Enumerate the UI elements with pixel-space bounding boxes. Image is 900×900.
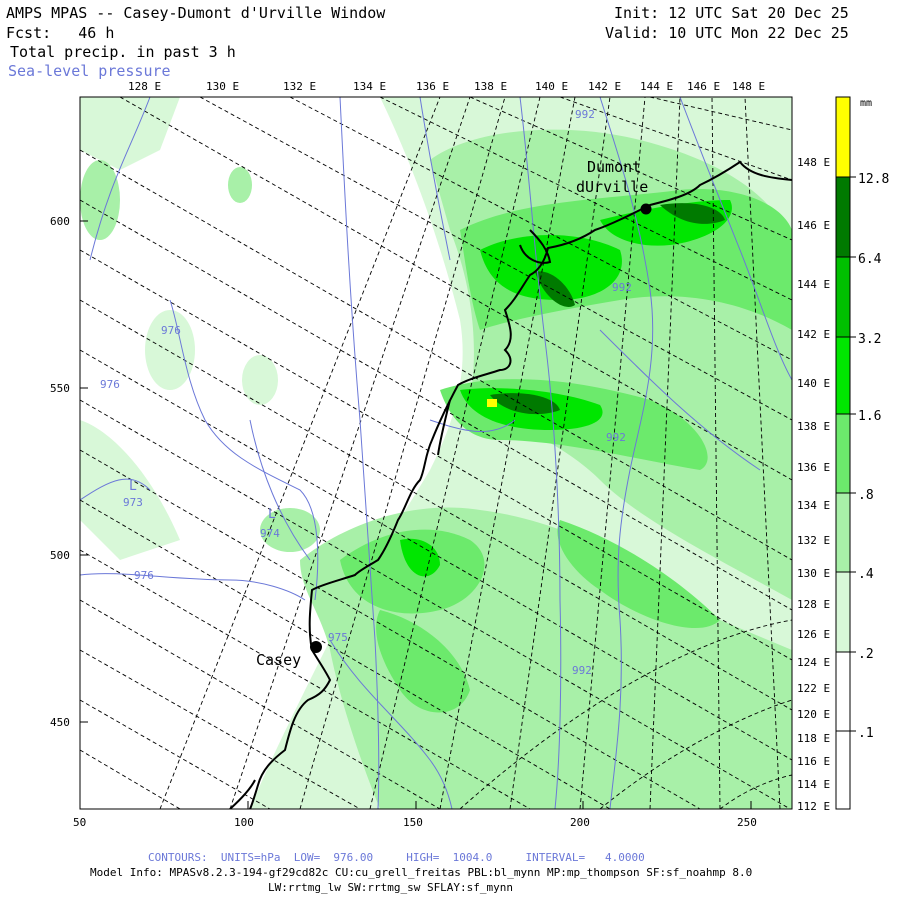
forecast-hour: Fcst: 46 h xyxy=(6,24,114,42)
stations: Dumont dUrville Casey xyxy=(256,158,652,669)
x-tick-label: 150 xyxy=(403,816,423,829)
lon-label: 146 E xyxy=(797,219,830,232)
y-tick-label: 550 xyxy=(50,382,70,395)
lon-label: 116 E xyxy=(797,755,830,768)
lon-label: 112 E xyxy=(797,800,830,813)
lon-label: 140 E xyxy=(535,80,568,93)
lon-label: 130 E xyxy=(797,567,830,580)
top-lon-labels: 128 E 130 E 132 E 134 E 136 E 138 E 140 … xyxy=(128,80,765,93)
colorbar-level: .1 xyxy=(858,726,874,741)
isobar-label: 992 xyxy=(575,108,595,121)
colorbar-swatch xyxy=(836,257,850,337)
low-marker: L xyxy=(129,479,137,494)
colorbar-level: 1.6 xyxy=(858,409,881,424)
isobar-label: 976 xyxy=(100,378,120,391)
isobar-label: 975 xyxy=(328,631,348,644)
casey-marker xyxy=(310,641,322,653)
colorbar-swatch xyxy=(836,493,850,572)
map-title: AMPS MPAS -- Casey-Dumont d'Urville Wind… xyxy=(6,4,386,22)
colorbar-swatch xyxy=(836,337,850,414)
lat-lon-grid xyxy=(80,97,792,809)
colorbar-level: .2 xyxy=(858,647,874,662)
model-info-2: LW:rrtmg_lw SW:rrtmg_sw SFLAY:sf_mynn xyxy=(268,881,514,894)
isobar-label: 992 xyxy=(572,664,592,677)
colorbar-level: .8 xyxy=(858,488,874,503)
colorbar-unit: mm xyxy=(860,98,872,109)
fcst-value: 46 h xyxy=(78,24,115,42)
isobar-label: 974 xyxy=(260,527,280,540)
lon-label: 128 E xyxy=(128,80,161,93)
lon-label: 134 E xyxy=(353,80,386,93)
isobar-label: 973 xyxy=(123,496,143,509)
lon-label: 144 E xyxy=(640,80,673,93)
lon-label: 132 E xyxy=(797,534,830,547)
colorbar-swatch xyxy=(836,572,850,652)
axis-tick-labels: 50 100 150 200 250 600 550 500 450 xyxy=(50,215,757,829)
lon-label: 138 E xyxy=(797,420,830,433)
lon-label: 134 E xyxy=(797,499,830,512)
isobar-label: 992 xyxy=(612,281,632,294)
x-tick-label: 50 xyxy=(73,816,86,829)
station-label-durville: dUrville xyxy=(576,178,648,196)
isobar-label: 976 xyxy=(161,324,181,337)
x-tick-label: 200 xyxy=(570,816,590,829)
lon-label: 148 E xyxy=(797,156,830,169)
valid-time: Valid: 10 UTC Mon 22 Dec 25 xyxy=(605,24,849,42)
lon-label: 124 E xyxy=(797,656,830,669)
lon-label: 148 E xyxy=(732,80,765,93)
y-tick-label: 600 xyxy=(50,215,70,228)
colorbar-level: 12.8 xyxy=(858,172,889,187)
field-secondary: Sea-level pressure xyxy=(8,62,171,80)
colorbar-level: .4 xyxy=(858,567,874,582)
lon-label: 146 E xyxy=(687,80,720,93)
station-label-casey: Casey xyxy=(256,651,301,669)
colorbar-level: 3.2 xyxy=(858,332,881,347)
x-tick-label: 100 xyxy=(234,816,254,829)
isobar-label: 992 xyxy=(606,431,626,444)
lon-label: 140 E xyxy=(797,377,830,390)
precip-shading xyxy=(80,97,792,809)
contour-info: CONTOURS: UNITS=hPa LOW= 976.00 HIGH= 10… xyxy=(148,851,645,864)
lon-label: 136 E xyxy=(797,461,830,474)
coastline xyxy=(229,160,792,809)
fcst-label: Fcst: xyxy=(6,24,52,42)
plot-frame xyxy=(79,96,793,810)
station-label-dumont: Dumont xyxy=(587,158,641,176)
lon-label: 122 E xyxy=(797,682,830,695)
lon-label: 120 E xyxy=(797,708,830,721)
lon-label: 114 E xyxy=(797,778,830,791)
isobars xyxy=(80,97,792,809)
lon-label: 136 E xyxy=(416,80,449,93)
isobar-labels: 992 992 992 976 976 973 974 976 975 992 … xyxy=(100,108,632,677)
colorbar-swatch xyxy=(836,177,850,257)
y-tick-label: 500 xyxy=(50,549,70,562)
y-tick-label: 450 xyxy=(50,716,70,729)
lon-label: 142 E xyxy=(588,80,621,93)
lon-label: 138 E xyxy=(474,80,507,93)
x-tick-label: 250 xyxy=(737,816,757,829)
lon-label: 130 E xyxy=(206,80,239,93)
colorbar: mm 12.8 6.4 3.2 1.6 .8 .4 .2 .1 xyxy=(835,96,889,810)
lon-label: 126 E xyxy=(797,628,830,641)
low-marker: L xyxy=(268,507,276,522)
lon-label: 144 E xyxy=(797,278,830,291)
axis-ticks xyxy=(79,220,752,809)
lon-label: 128 E xyxy=(797,598,830,611)
field-primary: Total precip. in past 3 h xyxy=(10,43,236,61)
model-info: Model Info: MPASv8.2.3-194-gf29cd82c CU:… xyxy=(90,866,753,879)
colorbar-swatch xyxy=(836,414,850,493)
lon-label: 142 E xyxy=(797,328,830,341)
lon-label: 118 E xyxy=(797,732,830,745)
isobar-label: 976 xyxy=(134,569,154,582)
right-lon-labels: 148 E 146 E 144 E 142 E 140 E 138 E 136 … xyxy=(797,156,830,813)
dumont-durville-marker xyxy=(640,203,652,215)
lon-label: 132 E xyxy=(283,80,316,93)
init-time: Init: 12 UTC Sat 20 Dec 25 xyxy=(614,4,849,22)
colorbar-swatch xyxy=(836,97,850,177)
colorbar-level: 6.4 xyxy=(858,252,882,267)
